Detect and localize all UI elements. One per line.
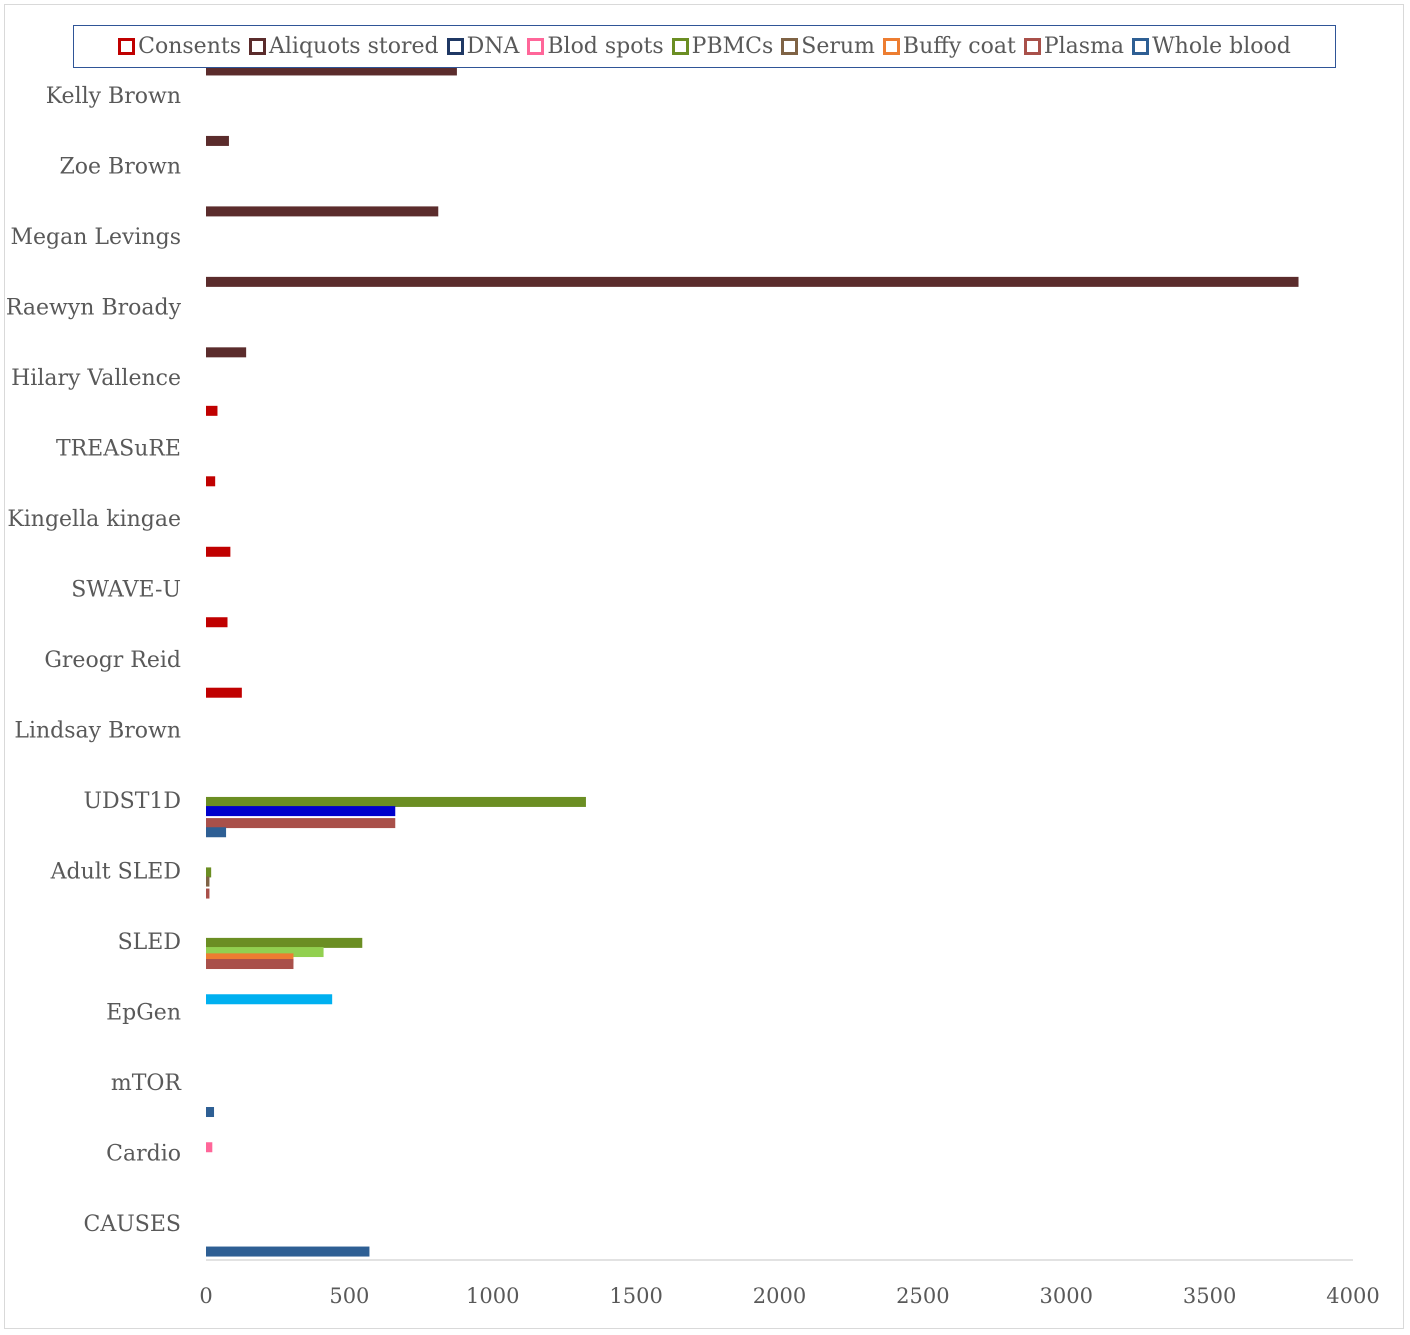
bar	[206, 546, 231, 557]
bar	[206, 617, 228, 628]
legend-swatch-icon	[118, 38, 136, 55]
y-category-label: Cardio	[106, 1141, 181, 1166]
y-category-label: Hilary Vallence	[11, 366, 181, 391]
bar	[206, 947, 324, 958]
legend-label: Consents	[138, 34, 241, 59]
bar	[206, 867, 212, 878]
legend-label: DNA	[466, 34, 520, 59]
bar	[206, 65, 457, 76]
legend-label: Plasma	[1043, 34, 1125, 59]
bar	[206, 937, 363, 948]
legend-swatch-icon	[781, 38, 799, 55]
bar	[206, 818, 396, 829]
legend-item: Buffy coat	[882, 34, 1016, 59]
legend-item: Blod spots	[527, 34, 664, 59]
y-category-label: SWAVE-U	[71, 578, 181, 603]
y-category-label: Kingella kingae	[7, 507, 181, 532]
x-tick-label: 0	[199, 1284, 212, 1308]
x-tick-label: 2000	[753, 1284, 806, 1308]
legend-swatch-icon	[1023, 38, 1041, 55]
bar	[206, 405, 218, 416]
legend-item: Serum	[781, 34, 875, 59]
y-category-label: mTOR	[111, 1071, 183, 1096]
legend-label: Blod spots	[547, 34, 664, 59]
bar	[206, 1246, 370, 1257]
legend-label: Whole blood	[1152, 34, 1291, 59]
bar	[206, 347, 247, 358]
x-tick-label: 1000	[466, 1284, 519, 1308]
y-category-label: CAUSES	[84, 1212, 181, 1237]
bar	[206, 827, 227, 838]
bar	[206, 994, 333, 1005]
bar	[206, 687, 242, 698]
legend-item: PBMCs	[671, 34, 774, 59]
bar	[206, 276, 1299, 287]
legend-label: PBMCs	[691, 34, 774, 59]
x-tick-label: 2500	[896, 1284, 949, 1308]
legend-item: Plasma	[1023, 34, 1125, 59]
y-category-label: TREASuRE	[56, 437, 181, 462]
legend-label: Buffy coat	[902, 34, 1016, 59]
legend-item: Consents	[118, 34, 241, 59]
y-category-label: Lindsay Brown	[14, 718, 181, 743]
legend-label: Aliquots stored	[269, 34, 439, 59]
bar	[206, 959, 294, 970]
legend-swatch-icon	[882, 38, 900, 55]
legend-swatch-icon	[527, 38, 545, 55]
legend-swatch-icon	[446, 38, 464, 55]
bar	[206, 953, 294, 964]
y-category-label: Raewyn Broady	[6, 296, 182, 321]
y-category-label: Adult SLED	[50, 859, 181, 884]
legend-swatch-icon	[671, 38, 689, 55]
x-tick-label: 3000	[1040, 1284, 1093, 1308]
legend-swatch-icon	[1132, 38, 1150, 55]
x-tick-label: 4000	[1326, 1284, 1379, 1308]
bar	[206, 1142, 213, 1153]
chart-legend: Consents Aliquots stored DNA Blod spots PBMC…	[73, 25, 1336, 68]
legend-item: Whole blood	[1132, 34, 1291, 59]
bar	[206, 796, 586, 807]
bar	[206, 888, 210, 899]
y-category-label: Kelly Brown	[46, 84, 181, 109]
y-category-label: Megan Levings	[10, 225, 181, 250]
x-tick-label: 1500	[609, 1284, 662, 1308]
bar	[206, 806, 396, 817]
legend-swatch-icon	[249, 38, 266, 55]
bar	[206, 476, 216, 487]
y-category-label: SLED	[118, 930, 181, 955]
legend-item: DNA	[446, 34, 520, 59]
legend-label: Serum	[801, 34, 875, 59]
y-category-label: UDST1D	[83, 789, 181, 814]
bar	[206, 876, 210, 887]
legend-item: Aliquots stored	[249, 34, 439, 59]
y-category-label: Zoe Brown	[60, 155, 181, 180]
x-tick-label: 3500	[1183, 1284, 1236, 1308]
y-category-label: Greogr Reid	[44, 648, 181, 673]
x-tick-label: 500	[329, 1284, 369, 1308]
y-category-label: EpGen	[106, 1000, 181, 1025]
bar	[206, 135, 229, 146]
bar	[206, 206, 439, 217]
bar	[206, 1107, 215, 1118]
chart-frame	[4, 4, 1404, 1329]
